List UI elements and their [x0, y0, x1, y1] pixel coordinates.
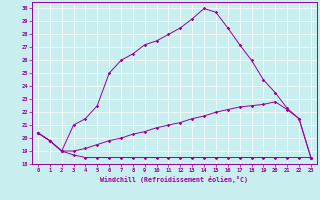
- X-axis label: Windchill (Refroidissement éolien,°C): Windchill (Refroidissement éolien,°C): [100, 176, 248, 183]
